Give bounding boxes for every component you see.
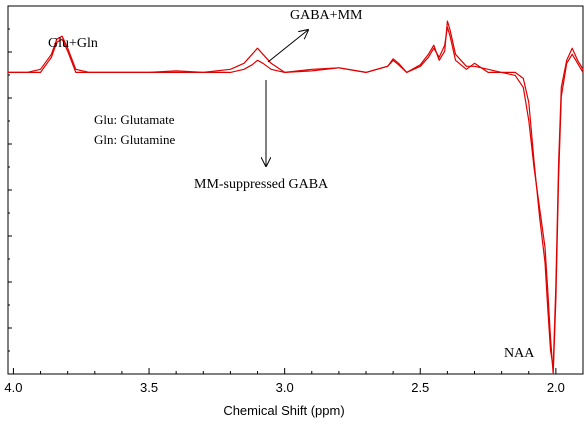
x-tick-label: 4.0 — [4, 380, 22, 395]
series-2 — [8, 26, 584, 375]
annotation-gaba-mm: GABA+MM — [290, 8, 363, 23]
x-axis-ticks: 4.0 3.5 3.0 2.5 2.0 — [4, 368, 565, 395]
x-tick-label: 3.0 — [276, 380, 294, 395]
annotation-naa: NAA — [504, 346, 535, 361]
x-tick-label: 3.5 — [140, 380, 158, 395]
x-tick-label: 2.5 — [411, 380, 429, 395]
x-axis-title: Chemical Shift (ppm) — [223, 403, 344, 418]
annotation-mm-suppressed-gaba: MM-suppressed GABA — [194, 177, 329, 192]
x-tick-label: 2.0 — [547, 380, 565, 395]
gaba-mm-arrow — [267, 30, 308, 63]
annotation-glu-gln: Glu+Gln — [48, 36, 98, 51]
series-2-line — [8, 26, 584, 375]
plot-frame — [7, 5, 584, 375]
annotation-gln-definition: Gln: Glutamine — [94, 132, 175, 147]
series-layer — [8, 20, 584, 375]
annotation-glu-definition: Glu: Glutamate — [94, 112, 175, 127]
y-axis-ticks — [8, 5, 12, 375]
